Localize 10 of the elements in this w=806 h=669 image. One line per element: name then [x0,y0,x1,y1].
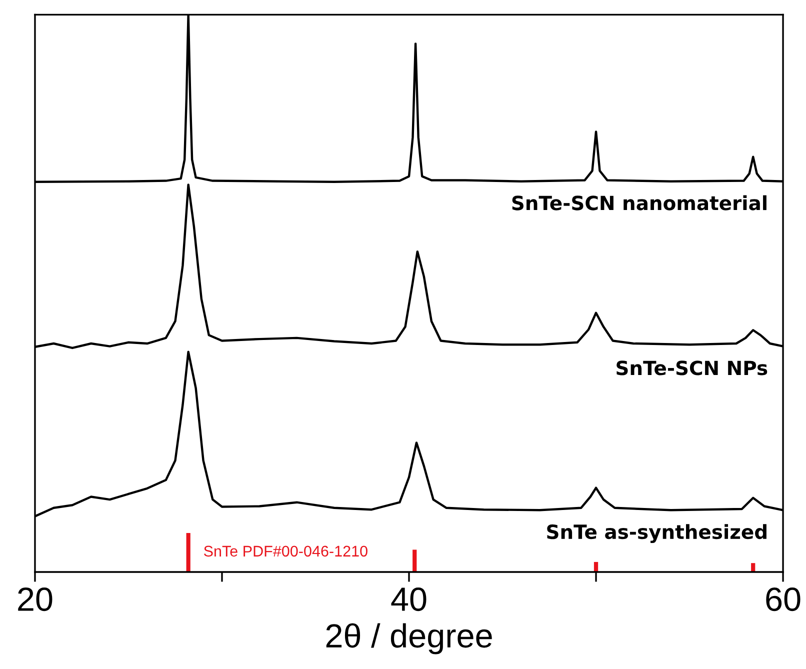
series-label: SnTe-SCN nanomaterial [512,195,766,210]
bar [412,550,417,572]
x-tick-label: 60 [766,587,800,612]
x-tick-label: 20 [18,587,52,612]
bar [186,532,190,572]
x-axis-title: 2θ / degree [326,623,492,654]
series-label: SnTe PDF#00-046-1210 [204,546,368,557]
x-tick-label: 40 [391,587,426,612]
series-label: SnTe as-synthesized [547,524,766,544]
series-label: SnTe-SCN NPs [616,360,768,376]
